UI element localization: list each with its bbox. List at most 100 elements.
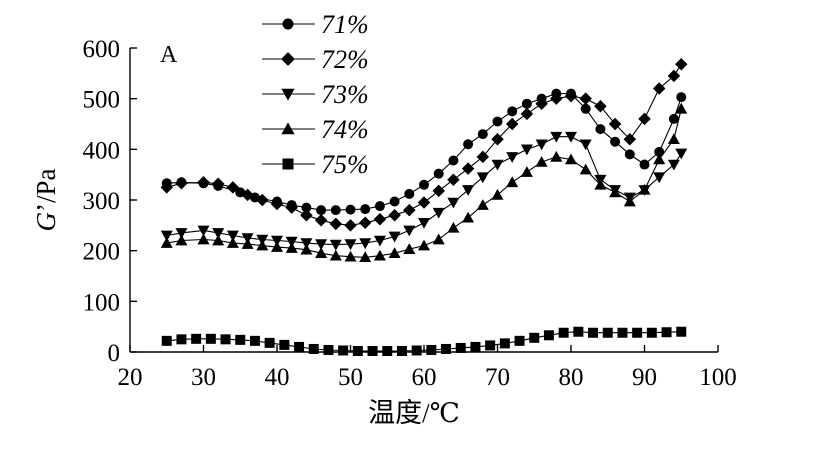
x-tick-label: 50 [338,364,363,391]
data-point-diamond [300,208,313,222]
legend-label: 71% [321,10,369,39]
data-point-triangle-up [550,150,563,162]
data-point-triangle-up [212,234,225,246]
data-point-triangle-down [226,230,239,242]
x-tick-label: 100 [699,364,737,391]
data-point-square [249,335,260,346]
data-point-diamond [550,92,563,105]
series-layer [160,57,688,356]
data-point-diamond [329,217,343,231]
data-point-diamond [505,117,519,131]
data-point-diamond [520,107,534,121]
x-tick-label: 30 [191,364,216,391]
legend-marker-triangle-up [281,122,295,135]
data-point-triangle-down [565,131,577,143]
series-1 [160,57,688,232]
data-point-square [205,333,216,344]
data-point-diamond [373,213,387,226]
data-point-triangle-up [160,237,173,248]
y-tick-label: 300 [83,188,121,215]
data-point-triangle-down [403,225,416,237]
data-point-circle [301,202,312,213]
data-point-circle [492,116,503,127]
y-axis-title-symbol: G [31,212,61,232]
data-point-circle [507,106,518,117]
series-3 [160,102,688,263]
data-point-circle [610,136,621,147]
data-point-diamond [211,177,225,191]
y-tick-label: 0 [108,340,121,367]
data-point-square [396,345,407,356]
data-point-triangle-up [359,251,372,263]
data-point-diamond [594,100,607,113]
data-point-triangle-up [675,102,688,114]
data-point-circle [676,92,687,103]
data-point-diamond [417,196,431,209]
data-point-triangle-down [175,228,188,239]
data-point-circle [433,168,444,179]
data-point-circle [463,139,474,150]
data-point-triangle-up [462,211,475,223]
y-tick-label: 400 [83,137,121,164]
data-point-triangle-down [667,159,680,171]
data-point-square [676,326,687,337]
data-point-triangle-up [271,241,283,252]
data-point-diamond [476,150,490,164]
legend-item: 74% [262,115,369,144]
data-point-circle [404,188,415,199]
data-point-triangle-up [638,183,651,195]
data-point-diamond [175,177,188,190]
legend-label: 74% [321,115,369,144]
data-point-diamond [667,69,681,83]
data-point-triangle-up [344,250,357,262]
x-tick-label: 90 [632,364,657,391]
data-point-circle [668,113,679,124]
data-point-diamond [388,208,401,222]
legend-marker-circle [282,18,294,30]
legend-marker-diamond [281,52,295,66]
data-point-diamond [579,92,592,105]
data-point-square [426,344,437,355]
data-point-diamond [344,219,357,232]
data-point-square [161,335,172,346]
data-point-triangle-up [491,188,504,200]
data-point-square [602,327,613,338]
y-axis-title-unit: ’/Pa [31,168,61,212]
data-point-triangle-up [226,237,239,248]
data-point-diamond [447,173,460,186]
data-point-circle [419,179,429,190]
data-point-square [220,334,231,345]
data-point-square [191,333,202,344]
data-point-square [264,337,275,348]
data-point-square [367,345,378,356]
data-point-circle [330,205,341,216]
data-point-triangle-up [241,238,254,249]
y-axis-title: G’/Pa [31,168,61,231]
data-point-square [279,339,290,350]
data-point-square [632,327,643,338]
data-point-triangle-down [388,231,401,243]
data-point-diamond [652,82,666,95]
series-4 [161,326,687,356]
data-point-square [441,343,452,354]
data-point-triangle-up [535,156,548,167]
x-ticks: 20 30 40 50 60 70 80 90 100 [118,345,737,391]
data-point-square [558,327,569,338]
legend-item: 75% [262,150,369,179]
data-point-square [455,342,466,353]
data-point-square [308,343,319,354]
data-point-circle [374,201,385,212]
data-point-triangle-up [285,242,298,253]
data-point-circle [360,204,371,215]
data-point-circle [448,155,459,166]
data-point-circle [595,124,606,135]
legend-label: 73% [321,80,369,109]
legend-item: 73% [262,80,369,109]
data-point-triangle-down [329,239,342,251]
data-point-diamond [491,132,504,146]
y-tick-label: 100 [83,289,121,316]
data-point-triangle-down [160,230,173,242]
data-point-triangle-down [675,148,688,160]
data-point-square [514,335,525,346]
data-point-circle [521,98,532,109]
